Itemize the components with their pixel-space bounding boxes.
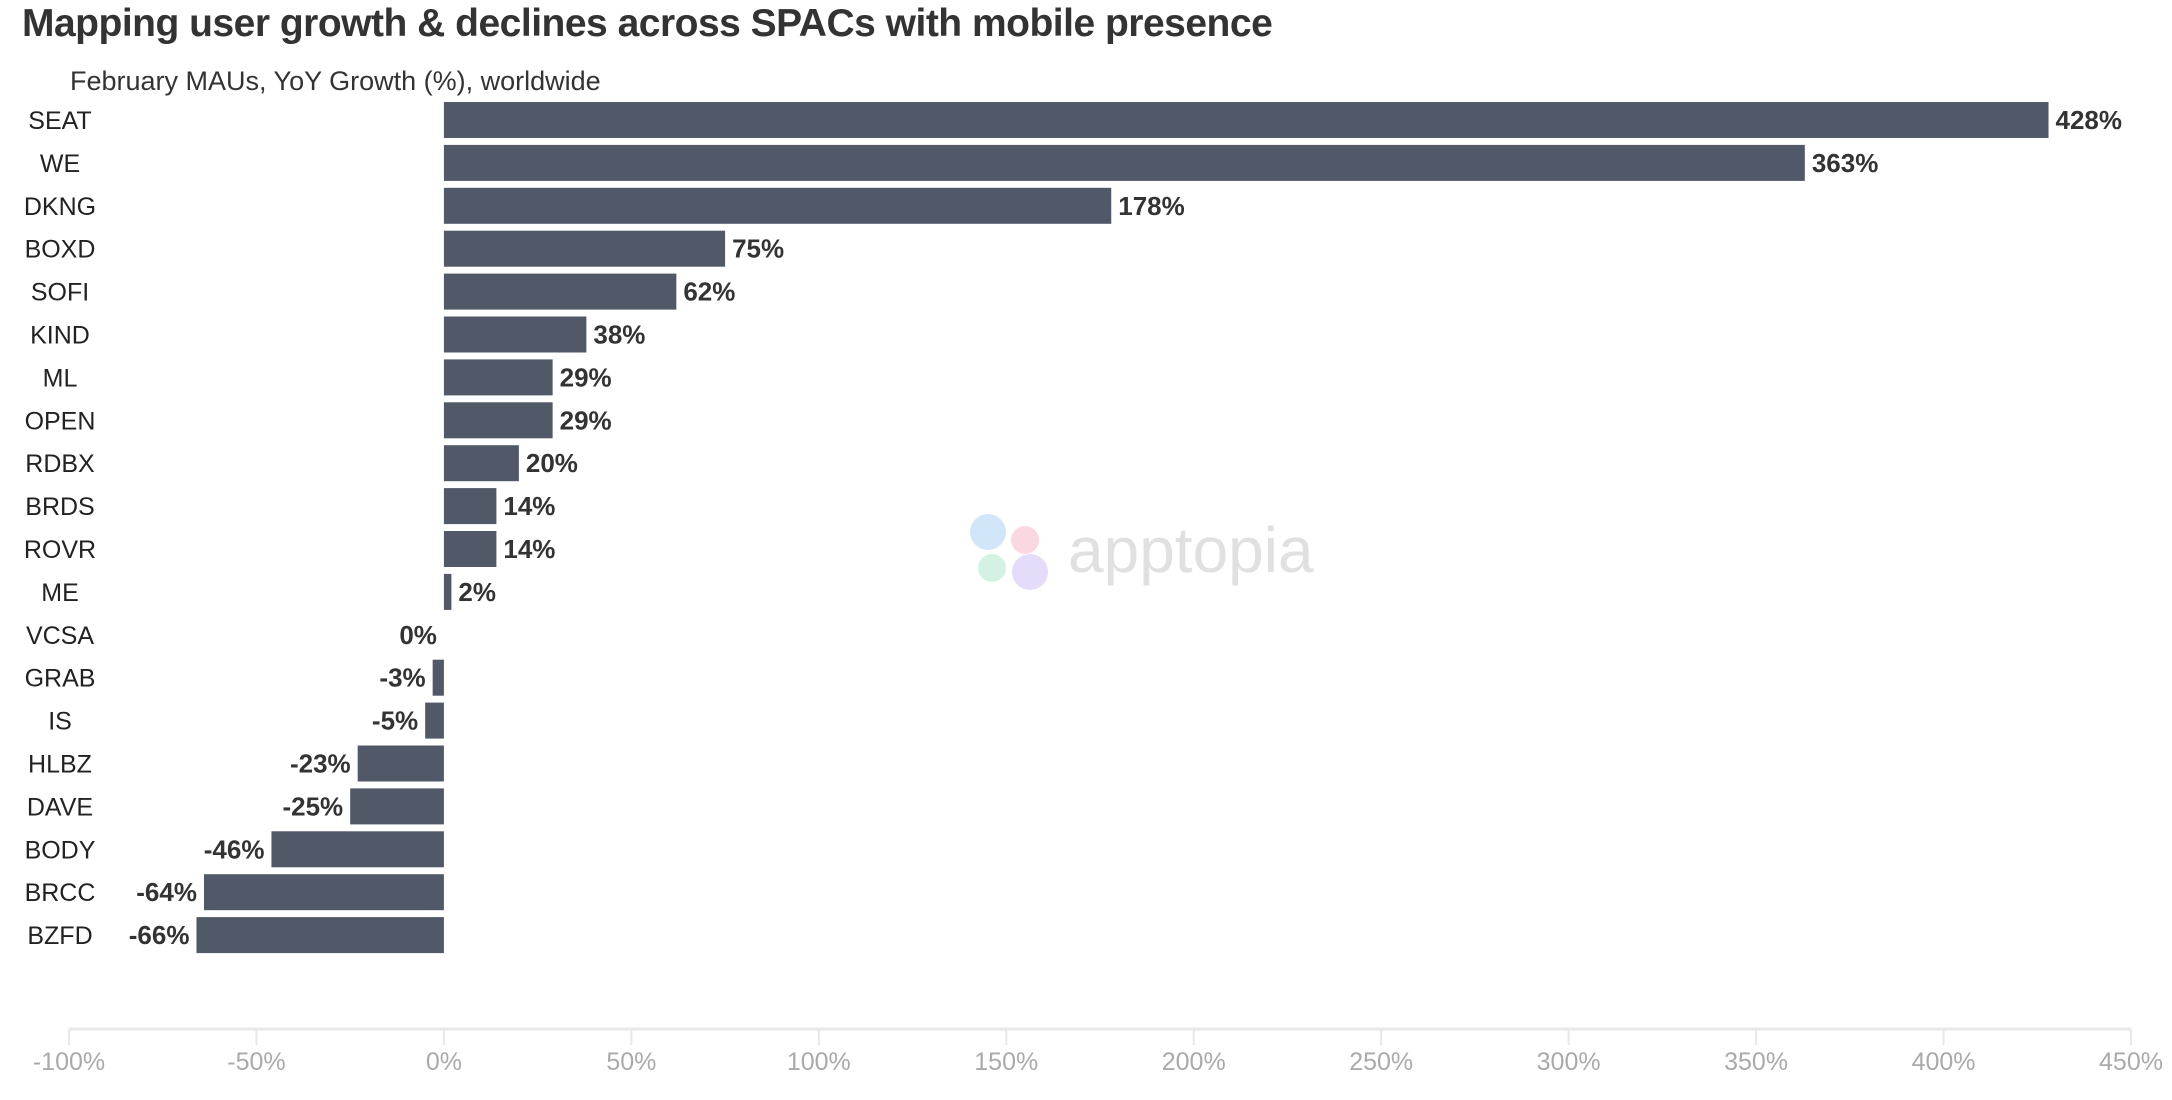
data-label: 62%	[683, 277, 735, 307]
category-label: ME	[41, 579, 79, 607]
category-label: RDBX	[25, 450, 95, 478]
category-label: HLBZ	[28, 751, 92, 779]
data-label: -5%	[372, 706, 418, 736]
data-label: -3%	[379, 663, 425, 693]
data-label: 75%	[732, 234, 784, 264]
bar	[443, 230, 726, 267]
data-label: 2%	[458, 577, 496, 607]
category-label: SOFI	[31, 279, 89, 307]
bar	[357, 745, 444, 782]
x-tick-label: 150%	[974, 1048, 1038, 1076]
bar	[443, 531, 497, 567]
category-label: VCSA	[26, 622, 94, 650]
bar	[443, 573, 452, 610]
x-tick-label: -100%	[33, 1048, 105, 1076]
data-label: 14%	[503, 491, 555, 521]
x-tick-label: 50%	[606, 1048, 656, 1076]
chart-title: Mapping user growth & declines across SP…	[22, 2, 1273, 45]
data-label: 363%	[1812, 148, 1879, 178]
data-label: 29%	[560, 405, 612, 435]
bar	[432, 659, 444, 696]
category-label: WE	[40, 150, 80, 178]
category-label: BODY	[25, 836, 96, 864]
data-label: 20%	[526, 448, 578, 478]
data-label: 38%	[593, 320, 645, 350]
category-label: ROVR	[24, 536, 96, 564]
bar	[443, 102, 2049, 138]
data-label: 428%	[2056, 105, 2123, 135]
category-label: BRDS	[25, 493, 94, 521]
x-tick-label: 200%	[1162, 1048, 1226, 1076]
x-tick-label: 350%	[1724, 1048, 1788, 1076]
bar	[425, 702, 444, 739]
bar	[443, 187, 1112, 224]
data-label: -66%	[129, 920, 190, 950]
bar	[271, 831, 444, 868]
x-tick-label: 100%	[787, 1048, 851, 1076]
data-label: -23%	[290, 749, 351, 779]
data-label: -46%	[204, 834, 265, 864]
category-label: IS	[48, 708, 72, 736]
bar	[443, 316, 587, 353]
bar	[350, 788, 444, 825]
bar	[203, 874, 444, 911]
category-label: GRAB	[25, 665, 96, 693]
x-tick-label: 450%	[2099, 1048, 2163, 1076]
bar	[443, 488, 497, 525]
data-label: 14%	[503, 534, 555, 564]
x-tick-label: 0%	[426, 1048, 462, 1076]
bar	[443, 144, 1805, 181]
data-label: 29%	[560, 362, 612, 392]
category-label: DKNG	[24, 193, 96, 221]
x-tick-label: 400%	[1912, 1048, 1976, 1076]
bar	[443, 359, 553, 396]
category-label: BRCC	[25, 879, 96, 907]
data-label: -64%	[136, 877, 197, 907]
apptopia-watermark-logo: apptopia	[970, 514, 1314, 590]
bar	[443, 445, 519, 482]
category-label: ML	[43, 364, 78, 392]
x-tick-label: 300%	[1537, 1048, 1601, 1076]
chart-subtitle: February MAUs, YoY Growth (%), worldwide	[70, 66, 601, 96]
x-tick-label: 250%	[1349, 1048, 1413, 1076]
category-label: BOXD	[25, 236, 96, 264]
category-label: KIND	[30, 322, 90, 350]
svg-text:apptopia: apptopia	[1068, 514, 1314, 586]
category-label: SEAT	[28, 107, 91, 135]
bar	[196, 917, 444, 954]
category-label: OPEN	[25, 407, 96, 435]
category-label: BZFD	[27, 922, 92, 950]
data-label: 178%	[1118, 191, 1185, 221]
category-label: DAVE	[27, 793, 93, 821]
data-label: -25%	[282, 791, 343, 821]
data-label: 0%	[399, 620, 437, 650]
x-tick-label: -50%	[227, 1048, 285, 1076]
bar	[443, 273, 677, 310]
bar	[443, 402, 553, 439]
